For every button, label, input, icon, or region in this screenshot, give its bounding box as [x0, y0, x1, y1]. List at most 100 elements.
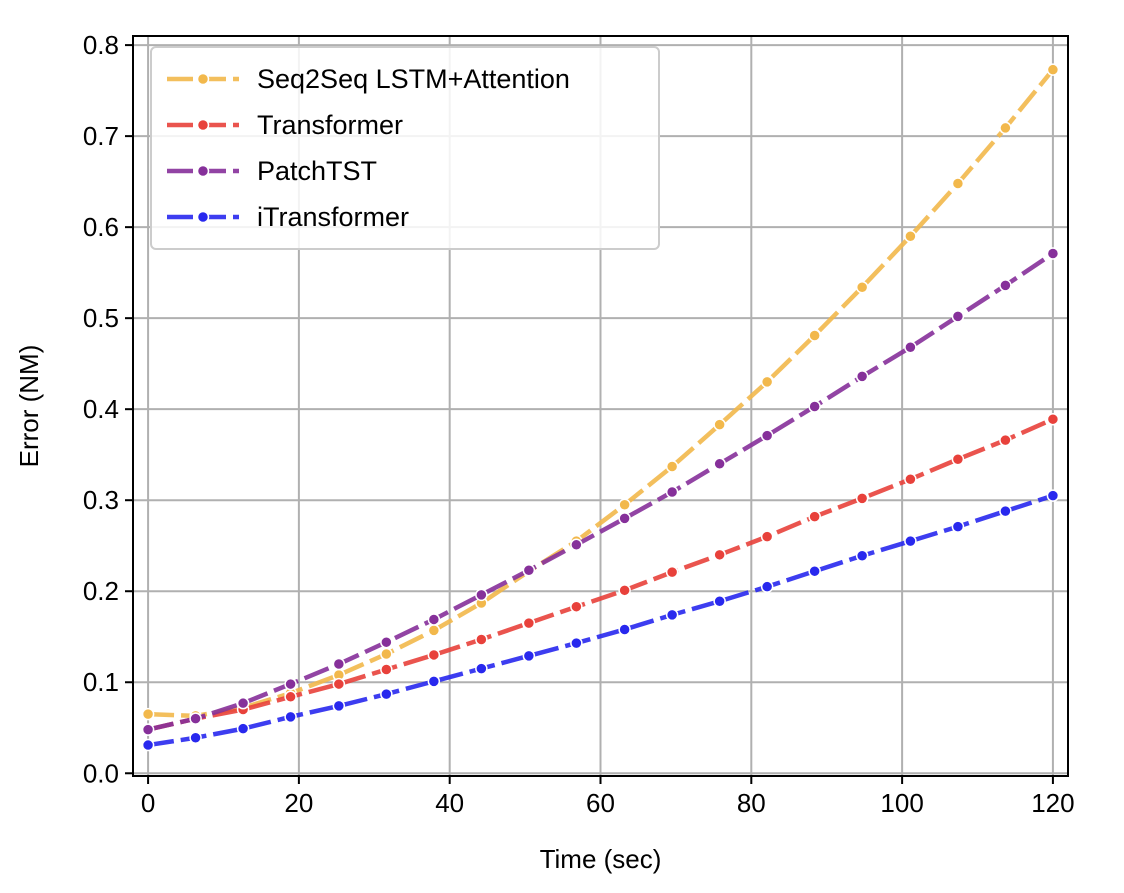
y-tick-label: 0.0: [83, 758, 119, 788]
legend-label: Seq2Seq LSTM+Attention: [257, 64, 570, 94]
series-itransformer: [141, 489, 1060, 752]
data-point: [141, 707, 155, 721]
data-point: [760, 375, 774, 389]
series-transformer: [141, 412, 1060, 736]
data-point: [665, 460, 679, 473]
y-axis-label: Error (NM): [14, 345, 44, 468]
data-point: [1046, 63, 1060, 76]
data-point: [618, 584, 631, 597]
data-point: [951, 177, 965, 190]
data-point: [141, 738, 155, 752]
x-tick-label: 120: [1031, 788, 1074, 818]
data-point: [1046, 489, 1060, 502]
y-tick-label: 0.8: [83, 30, 119, 60]
data-point: [618, 498, 631, 512]
data-point: [760, 580, 774, 593]
data-point: [141, 723, 155, 736]
data-point: [427, 613, 441, 626]
data-point: [855, 549, 869, 562]
x-tick-label: 100: [880, 788, 923, 818]
data-point: [999, 279, 1012, 292]
data-point: [760, 530, 774, 543]
data-point: [904, 341, 917, 354]
data-point: [475, 588, 488, 602]
series-patchtst: [141, 247, 1060, 736]
data-point: [808, 564, 821, 578]
data-point: [1046, 412, 1060, 426]
data-point: [427, 675, 441, 688]
data-point: [475, 662, 488, 675]
data-point: [427, 648, 441, 662]
data-point: [713, 418, 726, 431]
data-point: [808, 510, 821, 523]
data-point: [904, 473, 917, 486]
data-point: [999, 433, 1012, 447]
y-tick-label: 0.5: [83, 303, 119, 333]
y-tick-label: 0.3: [83, 485, 119, 515]
series-line: [147, 68, 1055, 719]
legend-item: Transformer: [167, 110, 403, 140]
x-tick-label: 0: [141, 788, 155, 818]
data-point: [570, 600, 583, 613]
y-tick-label: 0.1: [83, 667, 119, 697]
data-point: [522, 649, 536, 663]
data-point: [951, 310, 965, 323]
axis-ticks: 0 20 40 60 80 100 120 0.0 0.1 0.2 0.3 0.4 0.5 0.6 0.7 0…: [83, 30, 1075, 818]
legend-item: iTransformer: [167, 202, 409, 232]
data-point: [951, 520, 965, 533]
data-point: [380, 687, 393, 701]
data-point: [618, 623, 631, 636]
series-line: [147, 417, 1054, 732]
data-point: [855, 492, 869, 505]
data-point: [808, 329, 821, 342]
x-tick-label: 60: [586, 788, 615, 818]
data-point: [236, 696, 250, 710]
data-point: [904, 229, 917, 243]
legend-item: PatchTST: [167, 156, 377, 186]
data-point: [570, 538, 583, 552]
legend-box: [150, 46, 660, 250]
data-point: [380, 635, 393, 649]
series-line: [147, 493, 1054, 748]
x-tick-label: 40: [435, 788, 464, 818]
data-point: [332, 677, 346, 691]
data-point: [475, 633, 488, 646]
data-point: [522, 616, 536, 630]
data-point: [665, 565, 679, 579]
data-point: [713, 594, 726, 608]
data-point: [904, 534, 917, 548]
data-point: [522, 564, 536, 577]
series-layer: [141, 63, 1060, 752]
legend-label: Transformer: [257, 110, 403, 140]
data-point: [855, 280, 869, 294]
data-point: [951, 452, 965, 466]
data-point: [189, 731, 202, 745]
data-point: [999, 121, 1012, 135]
data-point: [332, 657, 346, 671]
legend-swatch-marker: [196, 210, 210, 224]
data-point: [808, 400, 821, 413]
y-tick-label: 0.2: [83, 576, 119, 606]
y-tick-label: 0.4: [83, 394, 119, 424]
legend-label: iTransformer: [257, 202, 409, 232]
x-axis-label: Time (sec): [540, 844, 662, 874]
data-point: [713, 457, 726, 471]
y-tick-label: 0.6: [83, 212, 119, 242]
data-point: [1046, 247, 1060, 260]
data-point: [570, 636, 583, 650]
data-point: [380, 663, 393, 676]
data-point: [999, 504, 1012, 518]
data-point: [284, 677, 297, 691]
series-line: [147, 251, 1055, 732]
x-tick-label: 20: [284, 788, 313, 818]
data-point: [855, 370, 869, 383]
legend-item: Seq2Seq LSTM+Attention: [167, 64, 570, 94]
data-point: [189, 712, 202, 725]
data-point: [618, 512, 631, 525]
data-point: [665, 608, 679, 622]
y-tick-label: 0.7: [83, 121, 119, 151]
data-point: [713, 548, 726, 562]
legend-swatch-marker: [196, 164, 210, 178]
x-tick-label: 80: [737, 788, 766, 818]
